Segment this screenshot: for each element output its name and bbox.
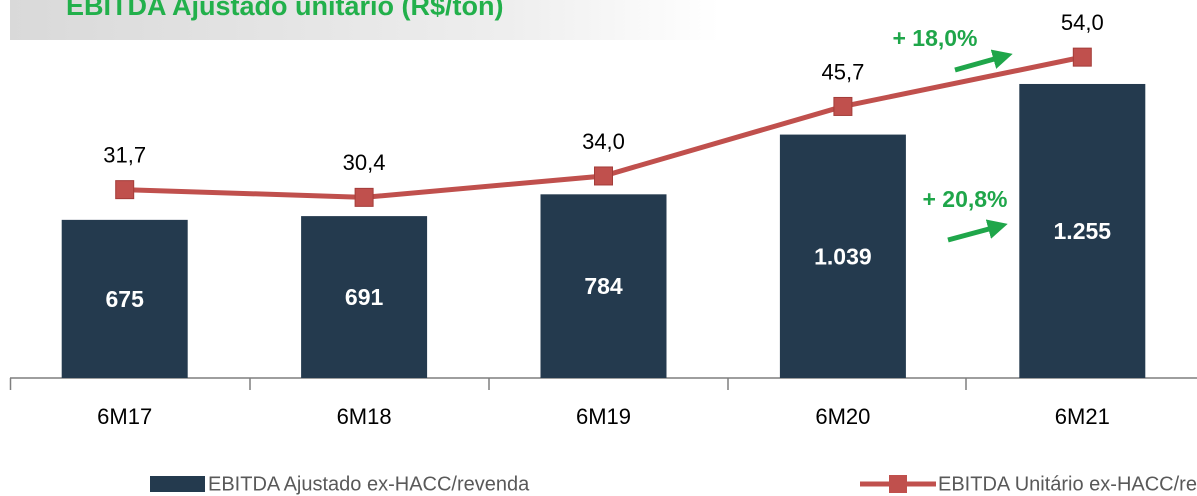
legend-swatch [150,476,205,492]
marker [594,166,613,186]
data-label: 1.255 [1054,218,1112,244]
data-label: 45,7 [821,59,864,84]
marker [833,96,853,116]
legend-swatch [889,475,907,493]
legend-label: EBITDA Ajustado ex-HACC/revenda [208,473,530,495]
arrow [954,49,1013,73]
bar [61,219,188,378]
data-label: 30,4 [343,150,386,175]
x-tick-label: 6M20 [815,404,870,429]
annotation: + 18,0% [892,25,977,51]
data-label: 784 [584,273,623,299]
marker [354,187,374,207]
data-label: 675 [106,286,145,312]
data-label: 691 [345,284,384,310]
legend-label: EBITDA Unitário ex-HACC/revenda [938,473,1197,495]
bar [301,216,428,378]
data-label: 1.039 [814,243,872,269]
chart-title: EBITDA Ajustado unitário (R$/ton) [66,0,503,21]
marker [115,180,135,200]
title-band [10,0,720,40]
arrow [947,219,1008,243]
bar [540,194,667,378]
bar [779,134,906,378]
x-tick-label: 6M19 [576,404,631,429]
data-label: 34,0 [582,129,625,154]
annotation: + 20,8% [922,186,1007,212]
data-label: 31,7 [103,142,146,167]
marker [1072,47,1092,67]
data-label: 54,0 [1061,10,1104,35]
bar [1019,83,1146,378]
x-tick-label: 6M21 [1055,404,1110,429]
x-axis-ticks [9,378,967,390]
x-tick-label: 6M18 [337,404,392,429]
x-tick-label: 6M17 [97,404,152,429]
